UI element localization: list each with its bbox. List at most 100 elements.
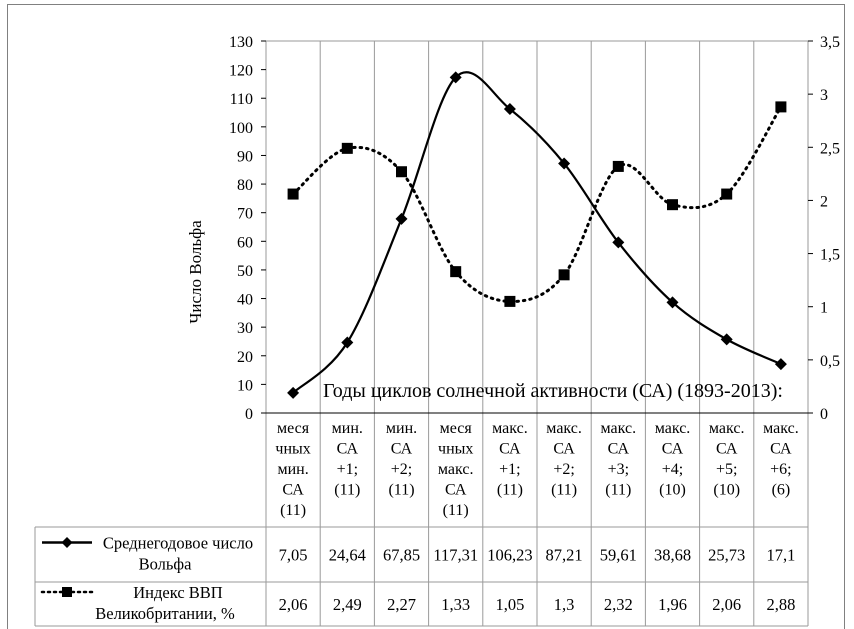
- y2-tick-label: 2,5: [820, 140, 840, 157]
- category-label: макс.: [438, 461, 474, 478]
- y-tick-label: 50: [237, 263, 253, 280]
- data-point-square: [721, 188, 733, 200]
- chart-outline: [7, 4, 845, 629]
- legend-name: Среднегодовое число: [103, 534, 253, 553]
- data-point-diamond: [720, 333, 733, 346]
- gdp-index-line: [291, 105, 783, 303]
- y-tick-label: 110: [230, 91, 253, 108]
- category-label: мин.: [277, 461, 308, 478]
- y-tick-label: 120: [229, 63, 253, 80]
- category-label: (11): [334, 482, 360, 499]
- table-cell-value: 2,49: [333, 595, 362, 614]
- data-point-diamond: [395, 212, 408, 225]
- table-cell-value: 38,68: [654, 546, 691, 565]
- category-label: макс.: [709, 420, 745, 437]
- table-cell-value: 1,3: [554, 595, 575, 614]
- y2-tick-label: 3,5: [820, 34, 840, 51]
- table-cell-value: 2,06: [279, 595, 308, 614]
- category-label: СА: [499, 441, 521, 458]
- category-label: (11): [551, 482, 577, 499]
- data-point-diamond: [287, 386, 300, 399]
- y2-tick-label: 1,5: [820, 247, 840, 264]
- category-label: +5;: [716, 461, 737, 478]
- category-label: +3;: [608, 461, 629, 478]
- category-label: +1;: [499, 461, 520, 478]
- y2-tick-label: 1: [820, 300, 828, 317]
- y-tick-label: 100: [229, 120, 253, 137]
- category-label: макс.: [492, 420, 528, 437]
- category-label: меся: [440, 420, 473, 437]
- data-point-square: [504, 295, 516, 307]
- category-label: СА: [662, 441, 684, 458]
- y-tick-label: 80: [237, 177, 253, 194]
- data-point-square: [667, 199, 678, 211]
- category-label: СА: [553, 441, 575, 458]
- category-label: мин.: [332, 420, 363, 437]
- category-label: +4;: [662, 461, 683, 478]
- y2-tick-label: 0,5: [820, 353, 840, 370]
- category-label: +2;: [391, 461, 412, 478]
- data-point-diamond: [341, 336, 354, 349]
- table-cell-value: 2,06: [712, 595, 741, 614]
- table-cell-value: 2,32: [604, 595, 633, 614]
- category-label: макс.: [601, 420, 637, 437]
- legend-marker-diamond: [61, 537, 73, 548]
- y-tick-label: 130: [229, 34, 253, 51]
- category-label: (11): [443, 502, 469, 519]
- category-label: чных: [275, 441, 310, 458]
- category-label: (10): [713, 482, 740, 499]
- category-label: (6): [772, 482, 791, 499]
- category-label: мин.: [386, 420, 417, 437]
- data-point-diamond: [449, 71, 462, 84]
- y-tick-label: 70: [237, 206, 253, 223]
- x-axis-title: Годы циклов солнечной активности (СА) (1…: [323, 380, 783, 402]
- y2-tick-label: 2: [820, 193, 828, 210]
- category-label: макс.: [655, 420, 691, 437]
- table-cell-value: 59,61: [600, 546, 637, 565]
- y-tick-label: 40: [237, 292, 253, 309]
- category-label: +6;: [770, 461, 791, 478]
- axes-layer: 0 10 20 30 40 50 60 70 80 90 100 110 120 130 0 0,5 1 1,5 2…: [229, 34, 840, 423]
- category-label: макс.: [546, 420, 582, 437]
- category-label: (11): [388, 482, 414, 499]
- data-point-square: [450, 266, 462, 278]
- legend-marker-square: [62, 587, 72, 597]
- table-cell-value: 1,96: [658, 595, 687, 614]
- y-tick-label: 10: [237, 377, 253, 394]
- data-table: меся чных мин. СА (11) мин. СА +1; (11) мин. СА +2;…: [34, 413, 809, 627]
- data-point-diamond: [612, 236, 625, 249]
- data-point-diamond: [503, 103, 516, 116]
- category-label: (11): [280, 502, 306, 519]
- data-point-square: [558, 269, 570, 281]
- category-label: макс.: [763, 420, 799, 437]
- table-cell-value: 25,73: [708, 546, 745, 565]
- legend-name: Индекс ВВП: [133, 583, 223, 602]
- category-label: СА: [337, 441, 359, 458]
- y-tick-label: 20: [237, 349, 253, 366]
- category-label: чных: [438, 441, 473, 458]
- gridlines: [265, 40, 809, 413]
- data-point-square: [341, 142, 353, 154]
- table-cell-value: 1,33: [441, 595, 470, 614]
- table-cell-value: 24,64: [329, 546, 366, 565]
- table-cell-value: 17,1: [766, 546, 795, 565]
- table-cell-value: 106,23: [487, 546, 532, 565]
- data-point-diamond: [666, 296, 679, 309]
- data-point-square: [287, 188, 299, 200]
- category-label: +2;: [553, 461, 574, 478]
- category-label: СА: [391, 441, 413, 458]
- data-point-diamond: [774, 358, 787, 371]
- y-axis-title: Число Вольфа: [186, 220, 205, 324]
- y2-tick-label: 0: [820, 406, 828, 423]
- category-label: СА: [445, 482, 467, 499]
- series-layer: [287, 71, 787, 399]
- legend-name: Вольфа: [139, 555, 192, 574]
- table-cell-value: 2,27: [387, 595, 416, 614]
- table-cell-value: 67,85: [383, 546, 420, 565]
- table-cell-value: 87,21: [546, 546, 583, 565]
- legend-name: Великобритании, %: [95, 604, 235, 623]
- category-label: СА: [282, 482, 304, 499]
- category-label: СА: [608, 441, 630, 458]
- table-cell-value: 117,31: [433, 546, 478, 565]
